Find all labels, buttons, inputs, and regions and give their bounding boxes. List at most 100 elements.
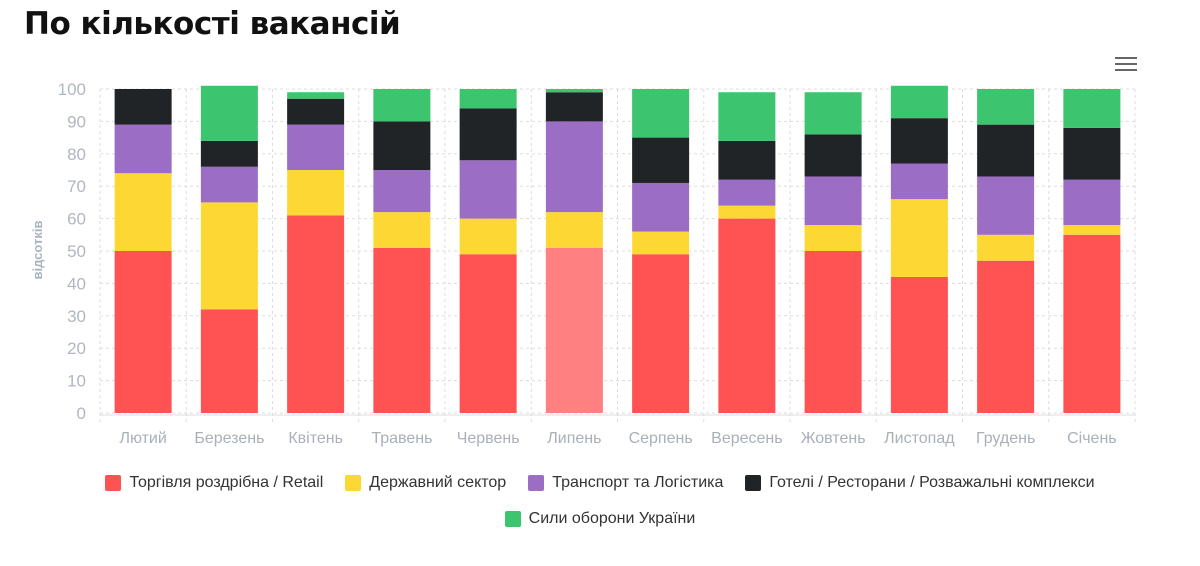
- x-tick-label: Квітень: [288, 430, 343, 447]
- y-tick-label: 10: [67, 372, 86, 391]
- bar-segment[interactable]: [890, 276, 948, 413]
- bar-segment[interactable]: [632, 231, 690, 255]
- bar-segment[interactable]: [459, 89, 517, 109]
- legend-label: Транспорт та Логістика: [552, 474, 724, 491]
- bar-segment[interactable]: [977, 260, 1035, 413]
- y-tick-label: 90: [67, 112, 86, 131]
- x-tick-label: Липень: [547, 430, 601, 447]
- bar-segment[interactable]: [977, 124, 1035, 177]
- bar-segment[interactable]: [459, 254, 517, 413]
- x-tick-label: Травень: [371, 430, 432, 447]
- bar-segment[interactable]: [804, 225, 862, 251]
- bar-segment[interactable]: [718, 92, 776, 141]
- bar-segment[interactable]: [459, 108, 517, 161]
- bar-segment[interactable]: [718, 205, 776, 219]
- legend-label: Торгівля роздрібна / Retail: [129, 474, 324, 491]
- bar-segment[interactable]: [718, 179, 776, 206]
- bar-segment[interactable]: [1063, 234, 1121, 413]
- legend-row-2: Сили оборони України: [0, 510, 1200, 528]
- legend-item[interactable]: Сили оборони України: [504, 510, 696, 528]
- bar-segment[interactable]: [200, 309, 258, 413]
- y-tick-label: 40: [67, 274, 86, 293]
- bar-segment[interactable]: [545, 89, 603, 93]
- bar-segment[interactable]: [114, 89, 172, 125]
- bar-segment[interactable]: [890, 163, 948, 200]
- bar-segment[interactable]: [804, 92, 862, 135]
- bar-segment[interactable]: [373, 247, 431, 413]
- bar-segment[interactable]: [632, 89, 690, 138]
- bar-segment[interactable]: [804, 251, 862, 413]
- bar-segment[interactable]: [287, 170, 345, 216]
- x-tick-label: Червень: [457, 430, 520, 447]
- y-tick-label: 100: [58, 80, 86, 99]
- bar-segment[interactable]: [545, 92, 603, 122]
- bar-segment[interactable]: [1063, 225, 1121, 235]
- y-tick-label: 30: [67, 307, 86, 326]
- legend-label: Сили оборони України: [528, 510, 696, 527]
- bar-segment[interactable]: [1063, 89, 1121, 128]
- x-tick-label: Березень: [194, 430, 264, 447]
- bar-segment[interactable]: [287, 92, 345, 99]
- bar-segment[interactable]: [545, 212, 603, 248]
- bar-segment[interactable]: [200, 85, 258, 141]
- y-tick-label: 70: [67, 177, 86, 196]
- bar-segment[interactable]: [890, 199, 948, 277]
- bar-segment[interactable]: [373, 212, 431, 248]
- bar-segment[interactable]: [287, 215, 345, 413]
- bar-segment[interactable]: [114, 251, 172, 413]
- y-tick-label: 80: [67, 145, 86, 164]
- bar-segment[interactable]: [977, 176, 1035, 235]
- legend-label: Державний сектор: [369, 474, 507, 491]
- legend-swatch: [745, 475, 762, 491]
- bar-segment[interactable]: [804, 134, 862, 177]
- x-tick-label: Січень: [1067, 430, 1117, 447]
- bar-segment[interactable]: [200, 202, 258, 310]
- bar-segment[interactable]: [632, 137, 690, 183]
- bar-segment[interactable]: [459, 160, 517, 219]
- bar-segment[interactable]: [114, 124, 172, 174]
- legend-item[interactable]: Готелі / Ресторани / Розважальні комплек…: [745, 474, 1095, 492]
- legend-label: Готелі / Ресторани / Розважальні комплек…: [769, 474, 1095, 491]
- x-tick-label: Листопад: [884, 430, 955, 447]
- legend-item[interactable]: Державний сектор: [345, 474, 506, 492]
- legend: Торгівля роздрібна / Retail Державний сек…: [0, 474, 1200, 492]
- legend-swatch: [504, 511, 521, 527]
- legend-item[interactable]: Торгівля роздрібна / Retail: [105, 474, 323, 492]
- x-tick-label: Грудень: [976, 430, 1035, 447]
- bar-segment[interactable]: [977, 234, 1035, 261]
- bar-segment[interactable]: [890, 85, 948, 119]
- bar-segment[interactable]: [1063, 127, 1121, 180]
- x-tick-label: Жовтень: [801, 430, 866, 447]
- y-tick-label: 0: [77, 404, 86, 423]
- legend-item[interactable]: Транспорт та Логістика: [528, 474, 723, 492]
- bar-segment[interactable]: [718, 140, 776, 180]
- bar-segment[interactable]: [287, 124, 345, 170]
- bar-segment[interactable]: [545, 247, 603, 413]
- legend-swatch: [105, 475, 122, 491]
- y-tick-label: 20: [67, 339, 86, 358]
- x-tick-label: Серпень: [629, 430, 693, 447]
- bar-segment[interactable]: [890, 118, 948, 164]
- bar-segment[interactable]: [977, 89, 1035, 125]
- bar-segment[interactable]: [459, 218, 517, 255]
- x-tick-label: Вересень: [711, 430, 782, 447]
- hamburger-menu-icon[interactable]: [1115, 57, 1137, 73]
- bar-segment[interactable]: [373, 170, 431, 213]
- bar-segment[interactable]: [287, 98, 345, 125]
- bar-segment[interactable]: [200, 166, 258, 203]
- y-tick-label: 60: [67, 210, 86, 229]
- bar-segment[interactable]: [1063, 179, 1121, 226]
- bar-segment[interactable]: [632, 254, 690, 413]
- bar-segment[interactable]: [632, 182, 690, 232]
- bar-segment[interactable]: [373, 121, 431, 170]
- bar-segment[interactable]: [545, 121, 603, 213]
- bar-segment[interactable]: [718, 218, 776, 413]
- bar-segment[interactable]: [200, 140, 258, 167]
- legend-swatch: [345, 475, 362, 491]
- bar-segment[interactable]: [114, 173, 172, 251]
- bar-segment[interactable]: [804, 176, 862, 226]
- bar-segment[interactable]: [373, 89, 431, 122]
- page-title: По кількості вакансій: [24, 6, 401, 42]
- y-tick-label: 50: [67, 242, 86, 261]
